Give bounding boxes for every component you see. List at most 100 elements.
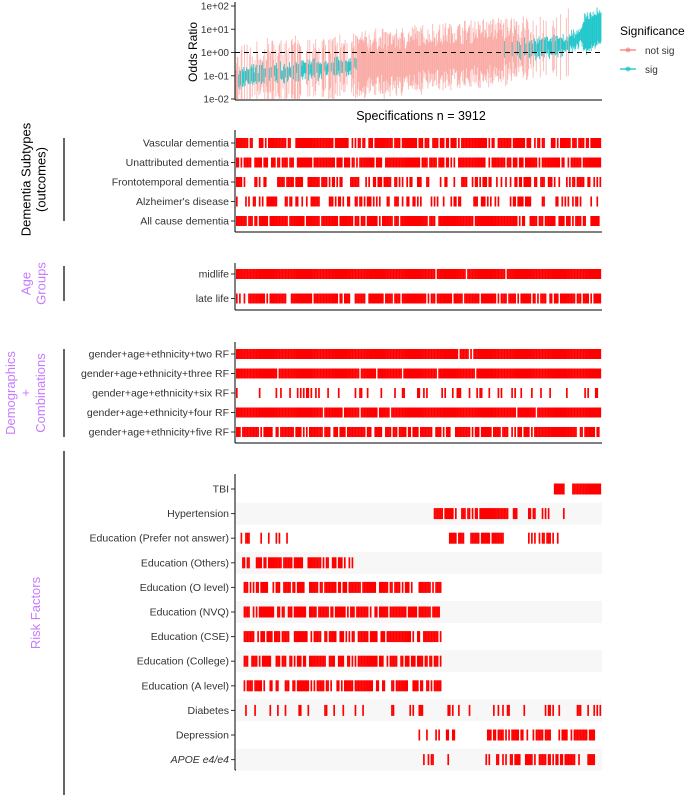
spec-mark	[499, 368, 501, 379]
spec-mark	[438, 216, 440, 226]
spec-mark	[517, 196, 520, 207]
spec-mark	[290, 606, 293, 618]
spec-mark	[538, 138, 541, 148]
spec-mark	[286, 177, 288, 187]
spec-mark	[561, 196, 564, 207]
spec-mark	[359, 269, 361, 279]
spec-mark	[570, 269, 573, 279]
spec-mark	[237, 216, 240, 226]
spec-mark	[325, 157, 328, 168]
spec-mark	[518, 754, 521, 766]
spec-mark	[581, 427, 583, 437]
spec-mark	[388, 349, 390, 359]
spec-mark	[526, 293, 529, 304]
spec-mark	[254, 177, 256, 187]
spec-mark	[251, 293, 253, 304]
spec-mark	[508, 704, 510, 716]
spec-mark	[549, 269, 551, 279]
spec-mark	[281, 631, 284, 643]
spec-mark	[301, 177, 304, 187]
spec-mark	[581, 138, 583, 148]
spec-mark	[488, 177, 491, 187]
spec-mark	[243, 293, 246, 304]
spec-mark	[418, 407, 421, 418]
spec-mark	[375, 157, 378, 168]
spec-mark	[491, 407, 494, 418]
spec-mark	[386, 216, 389, 226]
spec-mark	[540, 177, 542, 187]
spec-mark	[421, 157, 424, 168]
spec-mark	[450, 196, 453, 207]
spec-mark	[362, 407, 364, 418]
spec-mark	[295, 407, 297, 418]
spec-mark	[350, 581, 352, 593]
spec-mark	[365, 631, 367, 643]
spec-mark	[310, 368, 313, 379]
spec-mark	[496, 754, 498, 766]
spec-mark	[299, 581, 302, 593]
spec-mark	[394, 368, 396, 379]
spec-mark	[489, 269, 492, 279]
spec-mark	[284, 407, 287, 418]
spec-mark	[547, 368, 550, 379]
spec-mark	[334, 349, 337, 359]
spec-mark	[486, 216, 489, 226]
spec-mark	[512, 508, 515, 520]
spec-mark	[290, 368, 293, 379]
spec-mark	[377, 293, 380, 304]
spec-mark	[237, 407, 240, 418]
spec-mark	[447, 293, 450, 304]
spec-mark	[255, 581, 258, 593]
spec-mark	[243, 557, 246, 569]
spec-mark	[261, 606, 264, 618]
spec-mark	[301, 680, 304, 692]
spec-mark	[322, 269, 325, 279]
spec-mark	[246, 157, 249, 168]
spec-mark	[471, 269, 474, 279]
spec-mark	[499, 216, 501, 226]
spec-mark	[476, 349, 478, 359]
spec-mark	[489, 216, 492, 226]
spec-mark	[315, 196, 317, 207]
spec-mark	[558, 368, 561, 379]
spec-mark	[388, 157, 390, 168]
spec-mark	[245, 655, 247, 667]
spec-mark	[427, 368, 430, 379]
spec-mark	[248, 557, 250, 569]
spec-mark	[584, 269, 586, 279]
spec-mark	[304, 606, 307, 618]
spec-mark	[365, 407, 367, 418]
spec-mark	[566, 388, 568, 398]
spec-mark	[593, 483, 596, 495]
spec-mark	[301, 557, 304, 569]
spec-mark	[382, 368, 384, 379]
spec-mark	[319, 157, 322, 168]
spec-mark	[413, 293, 416, 304]
spec-mark	[515, 349, 518, 359]
group-label-line: (outcomes)	[34, 147, 49, 212]
spec-mark	[372, 581, 375, 593]
spec-mark	[368, 368, 370, 379]
spec-mark	[351, 557, 354, 569]
spec-mark	[380, 427, 383, 437]
spec-mark	[415, 349, 418, 359]
spec-mark	[406, 216, 408, 226]
spec-mark	[534, 368, 536, 379]
spec-mark	[445, 216, 448, 226]
spec-mark	[324, 216, 326, 226]
spec-mark	[427, 349, 430, 359]
spec-mark	[383, 680, 386, 692]
spec-mark	[360, 427, 363, 437]
spec-mark	[493, 704, 495, 716]
spec-mark	[430, 680, 433, 692]
spec-mark	[502, 532, 504, 544]
spec-mark	[593, 269, 596, 279]
spec-mark	[453, 368, 456, 379]
spec-mark	[526, 349, 529, 359]
spec-mark	[406, 680, 408, 692]
spec-mark	[529, 216, 532, 226]
spec-mark	[377, 680, 380, 692]
spec-mark	[274, 196, 276, 207]
spec-mark	[506, 157, 509, 168]
spec-mark	[441, 407, 443, 418]
